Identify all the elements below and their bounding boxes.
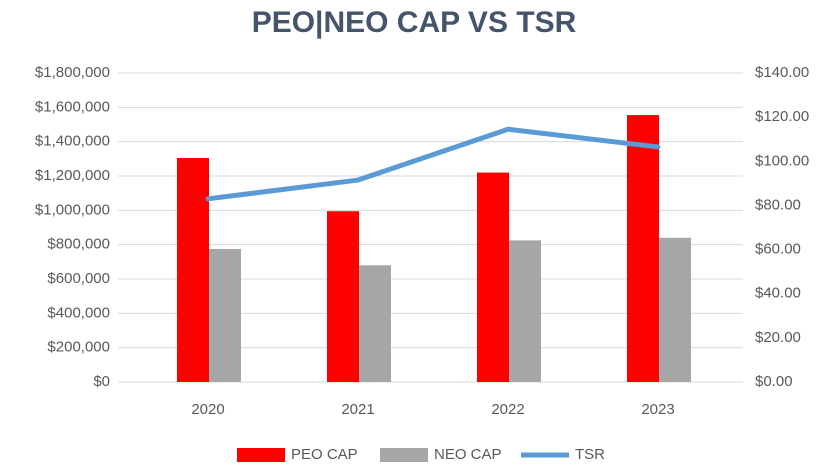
x-tick-label: 2023	[641, 401, 674, 418]
bar	[209, 248, 241, 382]
legend-label: TSR	[575, 446, 605, 463]
y2-tick-label: $80.00	[755, 196, 801, 213]
y2-tick-label: $140.00	[755, 64, 809, 81]
line	[205, 126, 661, 202]
chart-title: PEO|NEO CAP VS TSR	[252, 6, 577, 39]
legend-label: PEO CAP	[291, 446, 358, 463]
y-tick-label: $600,000	[47, 270, 110, 287]
y-tick-label: $200,000	[47, 339, 110, 356]
y2-tick-label: $60.00	[755, 241, 801, 258]
bar	[327, 211, 359, 382]
legend-swatch	[380, 448, 428, 462]
y2-tick-label: $120.00	[755, 108, 809, 125]
bar	[177, 157, 209, 382]
y-tick-label: $800,000	[47, 236, 110, 253]
bar	[509, 240, 541, 382]
y-tick-label: $1,200,000	[35, 167, 110, 184]
y2-tick-label: $20.00	[755, 329, 801, 346]
legend-label: NEO CAP	[434, 446, 502, 463]
bar	[659, 237, 691, 382]
y-tick-label: $0	[93, 373, 110, 390]
y2-tick-label: $40.00	[755, 285, 801, 302]
x-tick-label: 2020	[191, 401, 224, 418]
x-tick-label: 2021	[341, 401, 374, 418]
x-tick-label: 2022	[491, 401, 524, 418]
bar	[477, 172, 509, 382]
y-tick-label: $400,000	[47, 304, 110, 321]
y-tick-label: $1,400,000	[35, 133, 110, 150]
bar	[359, 265, 391, 382]
legend-swatch	[237, 448, 285, 462]
y-tick-label: $1,600,000	[35, 98, 110, 115]
y-tick-label: $1,800,000	[35, 64, 110, 81]
y2-tick-label: $100.00	[755, 152, 809, 169]
y2-tick-label: $0.00	[755, 373, 793, 390]
bar	[627, 115, 659, 382]
y-tick-label: $1,000,000	[35, 201, 110, 218]
